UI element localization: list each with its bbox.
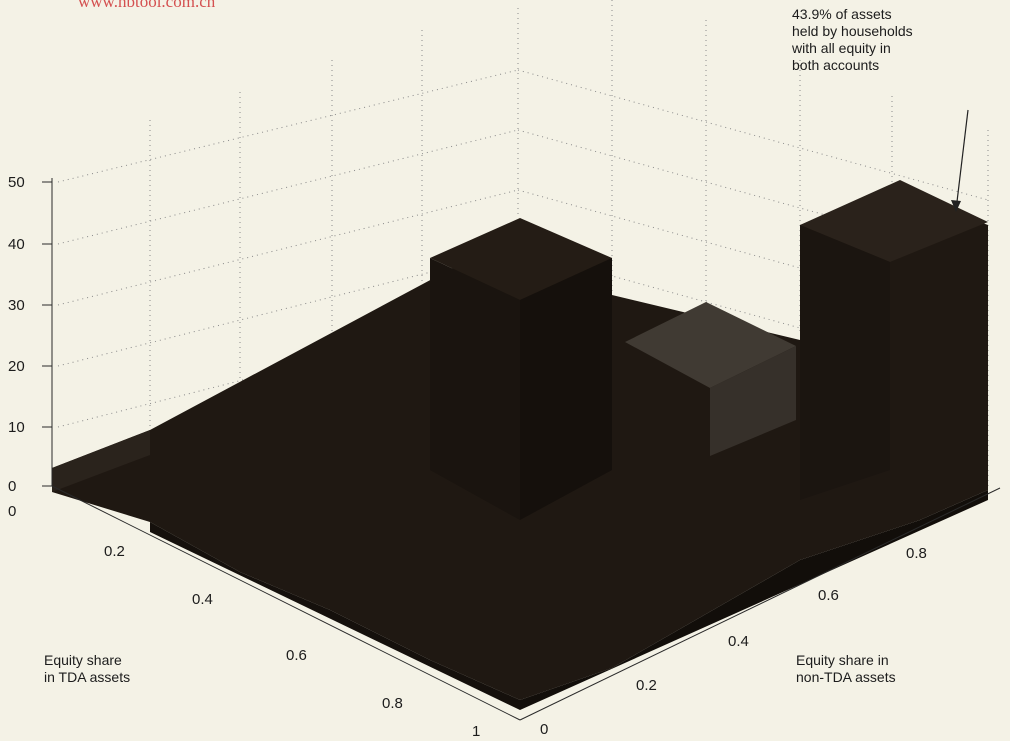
nontda-tick-label: 0.2 — [636, 677, 657, 694]
tda-tick-label: 0 — [8, 503, 16, 520]
bar-center-left — [430, 258, 520, 520]
nontda-tick-label: 0.6 — [818, 587, 839, 604]
watermark-text: www.hbtool.com.cn — [78, 0, 216, 11]
bar-gray-top — [625, 302, 796, 388]
bar-step-left — [52, 430, 150, 492]
bar-spike-face — [800, 225, 890, 500]
tda-tick-label: 1 — [472, 723, 480, 736]
tda-tick-label: 0.4 — [192, 591, 213, 608]
nontda-tick-label: 0.4 — [728, 633, 749, 650]
annotation-arrow-head — [951, 200, 961, 212]
annotation-text: 43.9% of assets held by households with … — [792, 6, 913, 73]
bar-gray-front — [710, 346, 796, 456]
nontda-tick-label: 0.8 — [906, 545, 927, 562]
z-tick-label: 50 — [8, 174, 25, 191]
tda-tick-label: 0.2 — [104, 543, 125, 560]
axis-line-nontda — [519, 487, 1001, 721]
bar-center-right — [520, 258, 612, 520]
z-tick-label: 10 — [8, 419, 25, 436]
bar-surface — [52, 180, 988, 710]
z-tick-label: 20 — [8, 358, 25, 375]
axes-lines — [51, 178, 1001, 721]
bar-step-front-left — [150, 522, 520, 710]
grid-line — [517, 69, 989, 201]
bar-spike-top — [800, 180, 988, 262]
bar-step-front-right — [520, 490, 988, 710]
axis-line-tda — [51, 485, 521, 721]
tda-tick-label: 0.8 — [382, 695, 403, 712]
z-tick-label: 0 — [8, 478, 16, 495]
grid-line — [57, 69, 519, 183]
annotation-arrow-line — [955, 109, 969, 211]
tda-axis-label: Equity share in TDA assets — [44, 652, 131, 685]
annotation-arrow — [951, 109, 969, 212]
z-tick-label: 30 — [8, 297, 25, 314]
z-tick-label: 40 — [8, 236, 25, 253]
nontda-axis-label: Equity share in non-TDA assets — [796, 652, 896, 685]
grid-line — [57, 129, 519, 245]
bar-center-top — [430, 218, 612, 300]
nontda-tick-label: 0 — [540, 721, 548, 736]
grid-line — [57, 189, 519, 306]
tda-tick-label: 0.6 — [286, 647, 307, 664]
